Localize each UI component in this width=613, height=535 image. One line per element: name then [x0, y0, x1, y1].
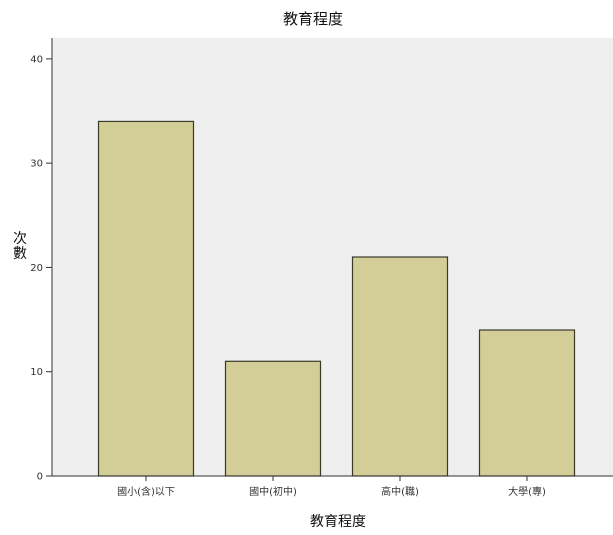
- y-axis-title: 次數: [13, 231, 27, 262]
- x-axis-ticks: 國小(含)以下 國中(初中) 高中(職) 大學(專): [117, 476, 546, 498]
- y-tick-label: 0: [37, 472, 43, 483]
- x-tick-label: 高中(職): [381, 485, 419, 498]
- x-tick-label: 大學(專): [508, 485, 546, 498]
- bar-0: [97, 120, 195, 477]
- y-tick-label: 10: [30, 367, 43, 378]
- x-tick-label: 國中(初中): [249, 485, 297, 498]
- y-axis-ticks: 0 10 20 30 40: [30, 54, 52, 483]
- chart-title: 教育程度: [283, 10, 343, 28]
- y-tick-label: 40: [30, 54, 43, 65]
- x-axis-title: 教育程度: [310, 514, 366, 530]
- bar-2: [351, 256, 449, 477]
- y-tick-label: 30: [30, 159, 43, 170]
- x-tick-label: 國小(含)以下: [117, 485, 175, 498]
- bar-3: [478, 329, 576, 477]
- bars-group: [97, 120, 576, 477]
- bar-1: [224, 360, 322, 477]
- y-tick-label: 20: [30, 263, 43, 274]
